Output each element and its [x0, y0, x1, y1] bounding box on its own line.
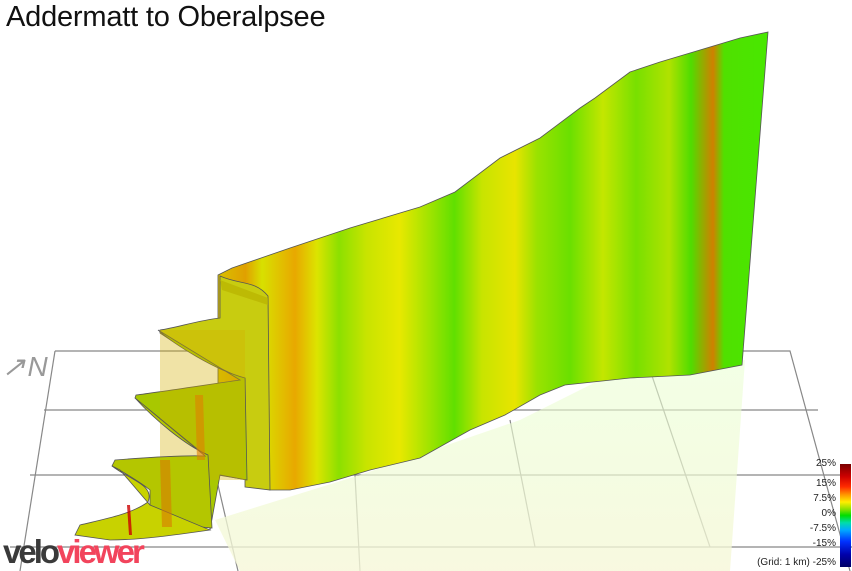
legend-label-0: 0% [821, 508, 836, 519]
switchback-4 [74, 465, 212, 541]
legend-label-15: 15% [815, 478, 836, 489]
logo-part-velo: velo [3, 533, 60, 570]
legend-label-neg-15: -15% [812, 538, 836, 549]
chart-title: Addermatt to Oberalpsee [6, 1, 326, 33]
legend-label-neg-7-5: -7.5% [809, 523, 836, 534]
elevation-ribbon-main [217, 31, 769, 491]
legend-label-neg-25-grid: (Grid: 1 km) -25% [757, 557, 836, 568]
veloviewer-logo: veloviewer [3, 533, 145, 570]
logo-part-viewer: viewer [57, 533, 145, 570]
legend-label-25: 25% [815, 458, 836, 469]
north-arrow-icon: ↗N [2, 351, 50, 382]
legend-label-7-5: 7.5% [813, 493, 836, 504]
gradient-color-bar [840, 464, 851, 567]
ground-shadow [215, 360, 745, 571]
gradient-legend: 25% 15% 7.5% 0% -7.5% -15% (Grid: 1 km) … [757, 456, 852, 571]
